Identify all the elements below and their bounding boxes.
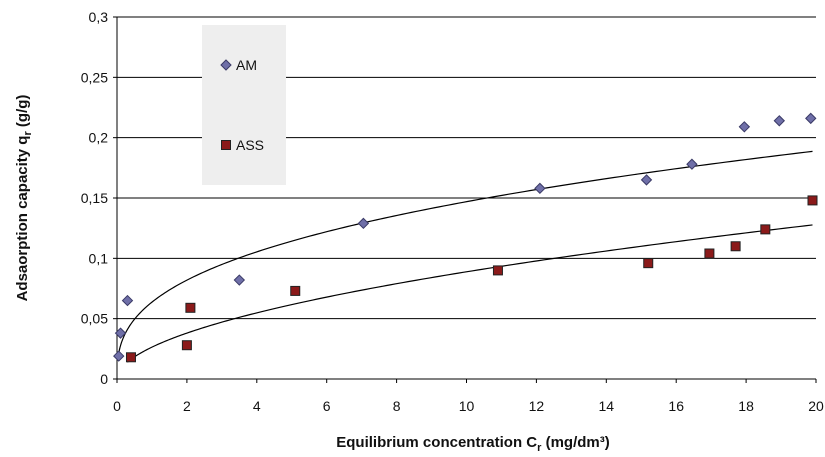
data-point-am [773,115,786,127]
y-tick-label: 0,15 [81,190,108,206]
data-points [113,112,818,363]
x-tick-label: 18 [738,398,754,414]
x-tick-label: 12 [529,398,545,414]
trend-line-ass [127,224,813,363]
x-axis-title-unit: (mg/dm³) [541,434,609,451]
legend-marker-am [220,59,232,71]
data-point-am [640,174,653,186]
x-tick-label: 2 [183,398,191,414]
y-axis-title-main: Adsaorption capacity q [14,136,31,302]
data-point-ass [760,224,771,235]
x-tick-label: 8 [393,398,401,414]
legend-items: AM ASS [220,57,264,153]
legend-label-ass: ASS [236,137,264,153]
y-tick-label: 0,25 [81,69,108,85]
data-point-ass [492,265,503,276]
x-tick-label: 10 [459,398,475,414]
trend-line-am [117,150,813,358]
data-point-ass [704,248,715,259]
tick-labels: 0 0,05 0,1 0,15 0,2 0,25 0,3 0 2 4 6 8 10 12 14 16 18 20 [81,9,824,414]
data-point-am [121,294,134,307]
legend-background [202,25,286,185]
x-tick-label: 16 [668,398,684,414]
data-point-ass [185,302,196,313]
x-tick-label: 14 [599,398,615,414]
data-point-am [738,121,751,133]
y-tick-label: 0,1 [89,250,109,266]
data-point-ass [181,340,192,351]
x-axis-title-main: Equilibrium concentration C [336,434,537,451]
data-point-am [114,327,127,339]
axes [113,16,817,383]
legend-marker-ass [221,140,231,150]
data-point-ass [643,258,654,269]
data-point-ass [807,195,818,206]
y-tick-label: 0,2 [89,130,109,146]
x-tick-label: 6 [323,398,331,414]
x-tick-label: 4 [253,398,261,414]
data-point-am [534,182,546,195]
x-axis-title-subscript: r [537,442,542,454]
data-point-ass [125,352,136,363]
y-axis-title: Adsaorption capacity qr (g/g) [14,95,34,302]
legend-label-am: AM [236,57,257,73]
y-tick-label: 0,05 [81,311,108,327]
y-axis-title-subscript: r [22,131,34,136]
data-point-am [357,217,370,230]
x-axis-title: Equilibrium concentration Cr (mg/dm³) [336,434,609,454]
data-point-am [233,274,246,286]
data-point-ass [730,241,741,252]
y-tick-label: 0 [100,371,108,387]
data-point-am [805,112,817,125]
x-tick-label: 20 [808,398,824,414]
data-point-am [686,158,698,170]
data-point-ass [290,285,301,296]
trend-lines [117,150,813,363]
y-axis-title-unit: (g/g) [14,95,31,132]
legend: AM ASS [202,25,286,185]
data-point-am [113,350,125,362]
y-tick-label: 0,3 [89,9,109,25]
x-tick-label: 0 [113,398,121,414]
